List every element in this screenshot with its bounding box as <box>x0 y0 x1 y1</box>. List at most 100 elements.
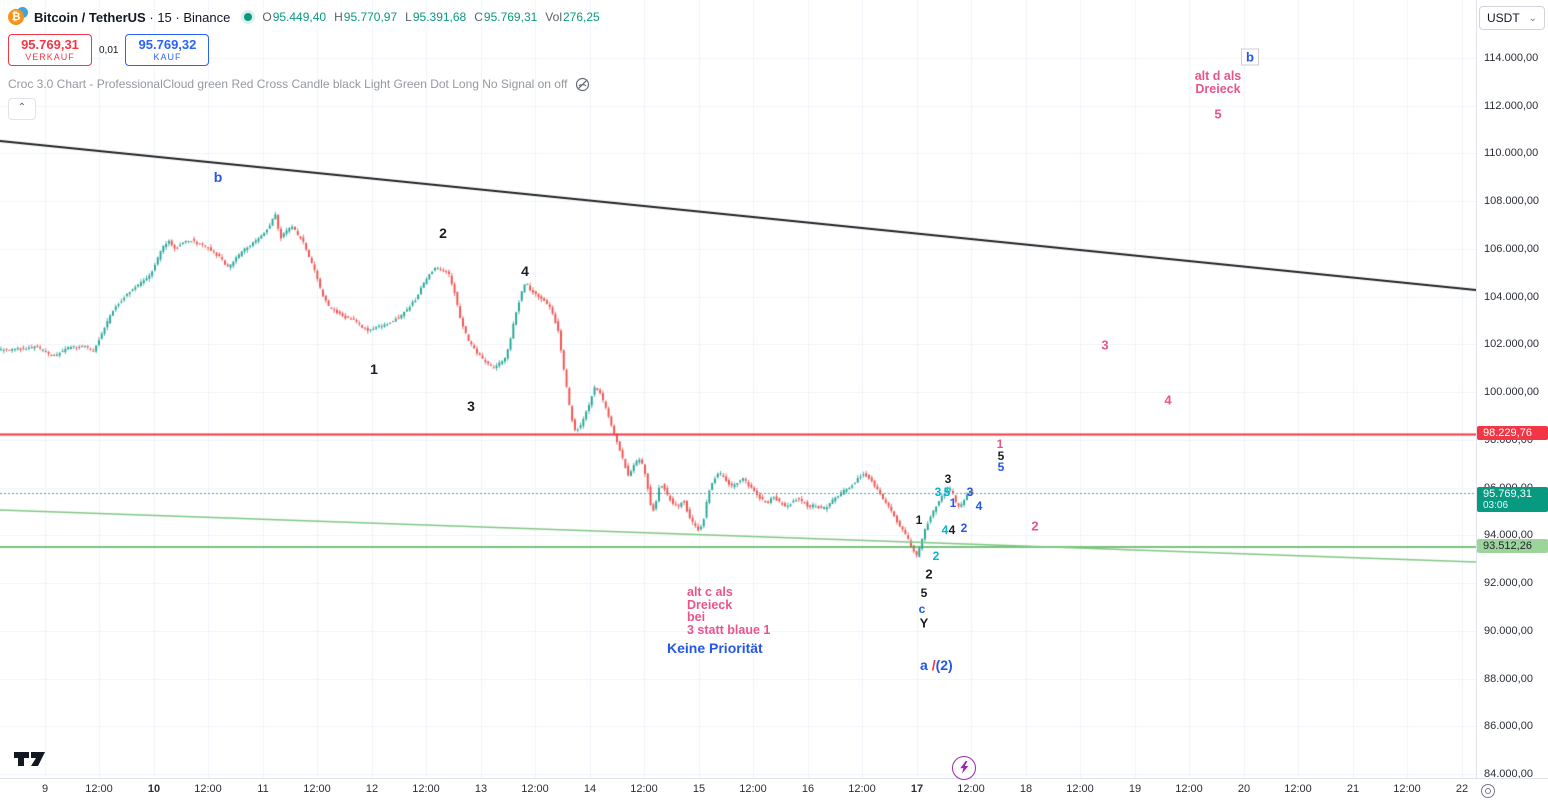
wave-label-y[interactable]: Y <box>919 615 929 631</box>
time-axis-tick: 12:00 <box>521 783 549 795</box>
wave-label-2[interactable]: 2 <box>932 549 940 563</box>
time-axis-tick: 22 <box>1455 783 1469 795</box>
ohlc-values: O95.449,40 H95.770,97 L95.391,68 C95.769… <box>262 10 600 24</box>
time-axis-tick: 12:00 <box>957 783 985 795</box>
support-price-tag: 93.512,26 <box>1477 538 1548 553</box>
wave-label-5[interactable]: 5 <box>997 449 1005 463</box>
wave-label-3[interactable]: 3 <box>966 485 974 499</box>
collapse-indicators-button[interactable]: ⌃ <box>8 98 36 120</box>
wave-label-1[interactable]: 1 <box>915 513 923 527</box>
time-axis-tick: 12:00 <box>630 783 658 795</box>
wave-label-4[interactable]: 4 <box>975 499 983 513</box>
time-axis-tick: 12:00 <box>1284 783 1312 795</box>
time-axis-tick: 19 <box>1128 783 1142 795</box>
time-axis-tick: 12:00 <box>303 783 331 795</box>
time-axis-tick: 12:00 <box>194 783 222 795</box>
scale-separator-vertical[interactable] <box>1476 0 1477 778</box>
eye-hidden-icon[interactable] <box>575 77 590 92</box>
wave-label-3[interactable]: 3 <box>1101 337 1109 353</box>
time-axis-tick: 9 <box>41 783 49 795</box>
price-axis-tick: 106.000,00 <box>1484 242 1540 255</box>
sell-price: 95.769,31 <box>21 37 79 52</box>
sell-button[interactable]: 95.769,31 VERKAUF <box>8 34 92 66</box>
time-axis-tick: 14 <box>583 783 597 795</box>
time-axis-tick: 21 <box>1346 783 1360 795</box>
resistance-price-tag: 98.229,76 <box>1477 426 1548 441</box>
chevron-down-icon: ⌄ <box>1528 12 1537 24</box>
spread-value: 0,01 <box>99 44 119 56</box>
bar-countdown: 03:06 <box>1483 500 1509 512</box>
wave-label-5[interactable]: 5 <box>920 586 928 600</box>
time-axis-tick: 18 <box>1019 783 1033 795</box>
time-axis-tick: 17 <box>910 783 924 795</box>
chart-legend: ₿ Bitcoin / TetherUS · 15 · Binance O95.… <box>8 6 600 120</box>
time-axis-tick: 12:00 <box>739 783 767 795</box>
wave-label-b[interactable]: b <box>213 169 223 185</box>
time-axis-tick: 12:00 <box>412 783 440 795</box>
wave-label-4[interactable]: 4 <box>941 523 949 537</box>
wave-label-3[interactable]: 3 <box>944 472 952 486</box>
time-scale[interactable]: 9 12:00 10 12:00 11 12:00 12 12:00 13 12:00 14 12:0… <box>0 779 1476 801</box>
time-axis-tick: 12 <box>365 783 379 795</box>
wave-label-4[interactable]: 4 <box>521 263 529 279</box>
price-axis-tick: 102.000,00 <box>1484 338 1540 351</box>
price-axis-tick: 100.000,00 <box>1484 386 1540 399</box>
wave-label-b-selected[interactable]: b <box>1241 48 1259 66</box>
market-status-dot[interactable] <box>244 13 253 21</box>
wave-label-4[interactable]: 4 <box>948 523 956 537</box>
price-axis-tick: 114.000,00 <box>1484 52 1539 64</box>
indicator-title[interactable]: Croc 3.0 Chart - ProfessionalCloud green… <box>8 77 568 91</box>
time-axis-tick: 12:00 <box>1393 783 1421 795</box>
price-axis-tick: 112.000,00 <box>1484 99 1539 112</box>
time-axis-tick: 10 <box>147 783 161 795</box>
scale-separator-horizontal[interactable] <box>0 778 1548 779</box>
tradingview-logo[interactable] <box>13 750 47 773</box>
price-axis-tick: 104.000,00 <box>1484 290 1540 303</box>
price-axis-tick: 86.000,00 <box>1484 720 1533 733</box>
annotation-alt-c[interactable]: alt c als Dreieck bei 3 statt blaue 1 <box>687 585 771 637</box>
wave-label-2[interactable]: 2 <box>925 566 933 582</box>
wave-label-5[interactable]: 5 <box>997 460 1005 474</box>
time-axis-tick: 15 <box>692 783 706 795</box>
wave-label-1[interactable]: 1 <box>949 496 957 510</box>
time-axis-tick: 12:00 <box>1175 783 1203 795</box>
buy-price: 95.769,32 <box>138 37 197 52</box>
price-scale[interactable]: USDT ⌄ 114.000,00 112.000,00 110.000,00 108… <box>1477 0 1548 780</box>
time-axis-tick: 12:00 <box>1066 783 1094 795</box>
price-axis-tick: 84.000,00 <box>1484 768 1533 780</box>
bitcoin-icon: ₿ <box>8 9 24 25</box>
annotation-alt-d[interactable]: alt d als Dreieck <box>1194 69 1242 96</box>
wave-label-2[interactable]: 2 <box>960 521 968 535</box>
wave-label-5[interactable]: 5 <box>943 485 951 499</box>
timezone-settings-icon[interactable] <box>1479 782 1497 800</box>
price-axis-tick: 90.000,00 <box>1484 624 1533 637</box>
wave-label-2[interactable]: 2 <box>1031 518 1039 534</box>
time-axis-tick: 13 <box>474 783 488 795</box>
interval-label: 15 <box>157 9 172 25</box>
wave-label-2[interactable]: 2 <box>439 225 447 241</box>
time-axis-tick: 20 <box>1237 783 1251 795</box>
price-axis-tick: 110.000,00 <box>1484 147 1539 160</box>
time-axis-tick: 12:00 <box>85 783 113 795</box>
symbol-title[interactable]: Bitcoin / TetherUS · 15 · Binance <box>34 9 231 25</box>
candlestick-chart-canvas[interactable] <box>0 0 1476 778</box>
wave-label-3[interactable]: 3 <box>467 398 475 414</box>
annotation-a-2[interactable]: a /(2) <box>920 657 953 673</box>
price-axis-tick: 92.000,00 <box>1484 577 1533 590</box>
buy-button[interactable]: 95.769,32 KAUF <box>125 34 210 66</box>
wave-label-3[interactable]: 3 <box>934 485 942 499</box>
price-axis-tick: 88.000,00 <box>1484 672 1533 685</box>
wave-label-4[interactable]: 4 <box>1164 392 1172 408</box>
currency-selector[interactable]: USDT ⌄ <box>1479 6 1545 30</box>
wave-label-1[interactable]: 1 <box>370 361 378 377</box>
time-axis-tick: 16 <box>801 783 815 795</box>
wave-label-c[interactable]: c <box>918 602 926 616</box>
annotation-keine-prioritaet[interactable]: Keine Priorität <box>667 640 763 656</box>
quick-action-lightning-icon[interactable] <box>952 756 976 780</box>
price-axis-tick: 108.000,00 <box>1484 195 1540 208</box>
time-axis-tick: 11 <box>257 783 269 795</box>
wave-label-5[interactable]: 5 <box>1214 106 1222 122</box>
wave-label-1[interactable]: 1 <box>996 437 1004 451</box>
current-price-tag: 95.769,31 03:06 <box>1477 487 1548 513</box>
